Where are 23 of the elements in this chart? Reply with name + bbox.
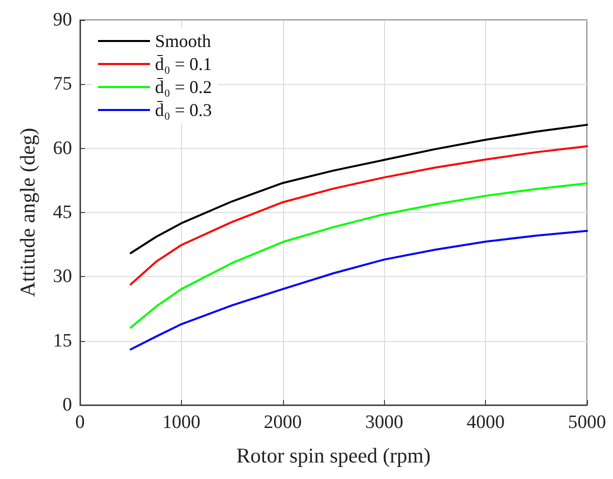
- line-series: [130, 230, 588, 350]
- legend-label: d̄₀ = 0.1: [155, 54, 212, 74]
- y-axis-title: Attitude angle (deg): [16, 128, 40, 298]
- x-tick-label: 4000: [466, 412, 505, 433]
- y-tick-label: 45: [53, 202, 72, 223]
- y-tick-label: 30: [53, 266, 72, 288]
- line-series: [130, 182, 588, 329]
- y-tick-label: 15: [53, 330, 72, 352]
- x-axis-title: Rotor spin speed (rpm): [236, 444, 431, 468]
- line-series: [130, 145, 588, 286]
- line-series: [130, 124, 588, 254]
- x-tick-label: 3000: [365, 412, 404, 433]
- legend-label: d̄₀ = 0.2: [155, 77, 212, 97]
- x-tick-label: 1000: [162, 412, 200, 433]
- legend-label: d̄₀ = 0.3: [155, 100, 212, 120]
- y-tick-label: 0: [62, 394, 72, 416]
- x-tick-label: 2000: [264, 412, 302, 433]
- legend-label: Smooth: [155, 31, 212, 51]
- x-tick-label: 0: [75, 412, 85, 433]
- x-tick-label: 5000: [568, 412, 606, 433]
- y-tick-label: 90: [53, 10, 72, 30]
- y-tick-label: 75: [53, 74, 72, 95]
- y-tick-label: 60: [53, 138, 72, 159]
